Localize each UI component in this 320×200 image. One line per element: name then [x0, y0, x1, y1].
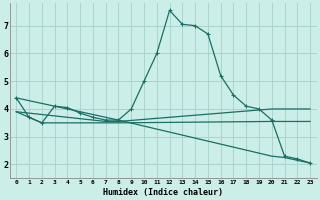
X-axis label: Humidex (Indice chaleur): Humidex (Indice chaleur) — [103, 188, 223, 197]
